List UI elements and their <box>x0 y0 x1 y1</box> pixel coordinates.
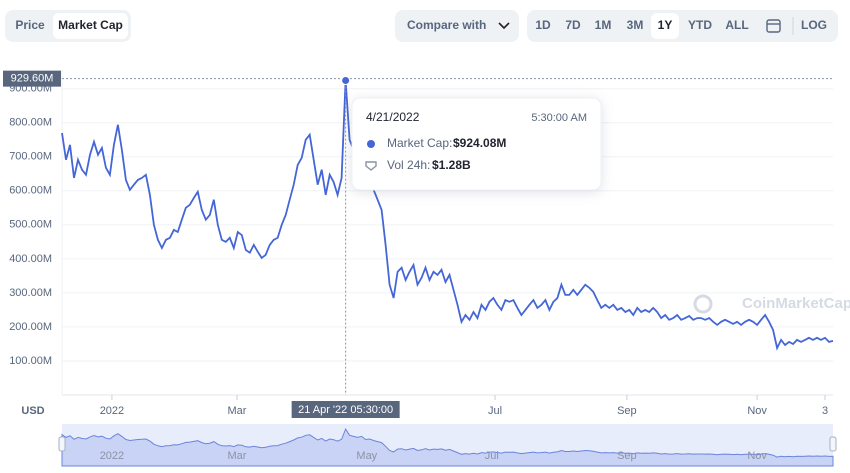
y-tick-label: 400.00M <box>9 253 52 265</box>
range-button[interactable]: 7D <box>565 18 581 32</box>
tooltip-date: 4/21/2022 <box>366 110 420 124</box>
y-tick-label: 800.00M <box>9 117 52 129</box>
crosshair-x-label: 21 Apr '22 05:30:00 <box>298 404 393 416</box>
navigator-handle[interactable] <box>58 436 66 452</box>
y-tick-label: 300.00M <box>9 287 52 299</box>
range-button[interactable]: YTD <box>688 18 712 32</box>
legend-shield <box>365 161 377 171</box>
crosshair-y-label: 929.60M <box>11 73 54 85</box>
navigator-label: Jul <box>485 450 499 462</box>
tooltip-label: Vol 24h: <box>387 158 430 172</box>
currency: USD <box>21 405 44 417</box>
x-tick-label: Mar <box>227 405 246 417</box>
crosshair-y-box <box>3 70 61 87</box>
navigator-label: 2022 <box>100 450 124 462</box>
tab[interactable]: Price <box>15 18 45 32</box>
navigator-label: Sep <box>617 450 637 462</box>
range-active <box>651 13 679 39</box>
line <box>61 80 834 351</box>
y-tick-label: 600.00M <box>9 185 52 197</box>
watermark: CoinMarketCap <box>742 295 850 312</box>
navigator-handle[interactable] <box>829 436 837 452</box>
log-button[interactable]: LOG <box>801 18 827 32</box>
x-tick-label: Jul <box>488 405 502 417</box>
navigator-label: Mar <box>227 450 246 462</box>
tooltip <box>351 97 602 191</box>
tooltip-value: $924.08M <box>453 136 506 150</box>
compare-box[interactable] <box>395 10 519 42</box>
range-group <box>527 10 838 42</box>
tab[interactable]: Market Cap <box>58 18 123 32</box>
range-button[interactable]: 1Y <box>658 18 673 32</box>
compare-label[interactable]: Compare with <box>407 18 486 32</box>
legend-dot <box>367 140 375 148</box>
navigator-area <box>61 428 834 467</box>
x-tick-label: Nov <box>747 405 767 417</box>
range-button[interactable]: 1M <box>595 18 612 32</box>
chevron <box>498 22 510 30</box>
range-button[interactable]: 1D <box>535 18 551 32</box>
range-button[interactable]: 3M <box>627 18 644 32</box>
tooltip-value: $1.28B <box>432 158 471 172</box>
y-tick-label: 200.00M <box>9 321 52 333</box>
range-button[interactable]: ALL <box>725 18 748 32</box>
calendar-icon[interactable] <box>766 19 781 33</box>
crosshair-x-box <box>291 401 400 418</box>
x-tick-label: Sep <box>617 405 637 417</box>
point-marker <box>341 76 351 86</box>
navigator-label: Nov <box>747 450 767 462</box>
y-tick-label: 100.00M <box>9 355 52 367</box>
y-tick-label: 700.00M <box>9 151 52 163</box>
y-tick-label: 500.00M <box>9 219 52 231</box>
x-tick-label: 3 <box>822 405 828 417</box>
watermark-logo <box>693 294 713 314</box>
x-tick-label: 2022 <box>100 405 124 417</box>
tab-active <box>53 13 128 39</box>
navigator-label: May <box>356 450 377 462</box>
tooltip-label: Market Cap: <box>387 136 452 150</box>
tooltip-time: 5:30:00 AM <box>531 112 587 124</box>
